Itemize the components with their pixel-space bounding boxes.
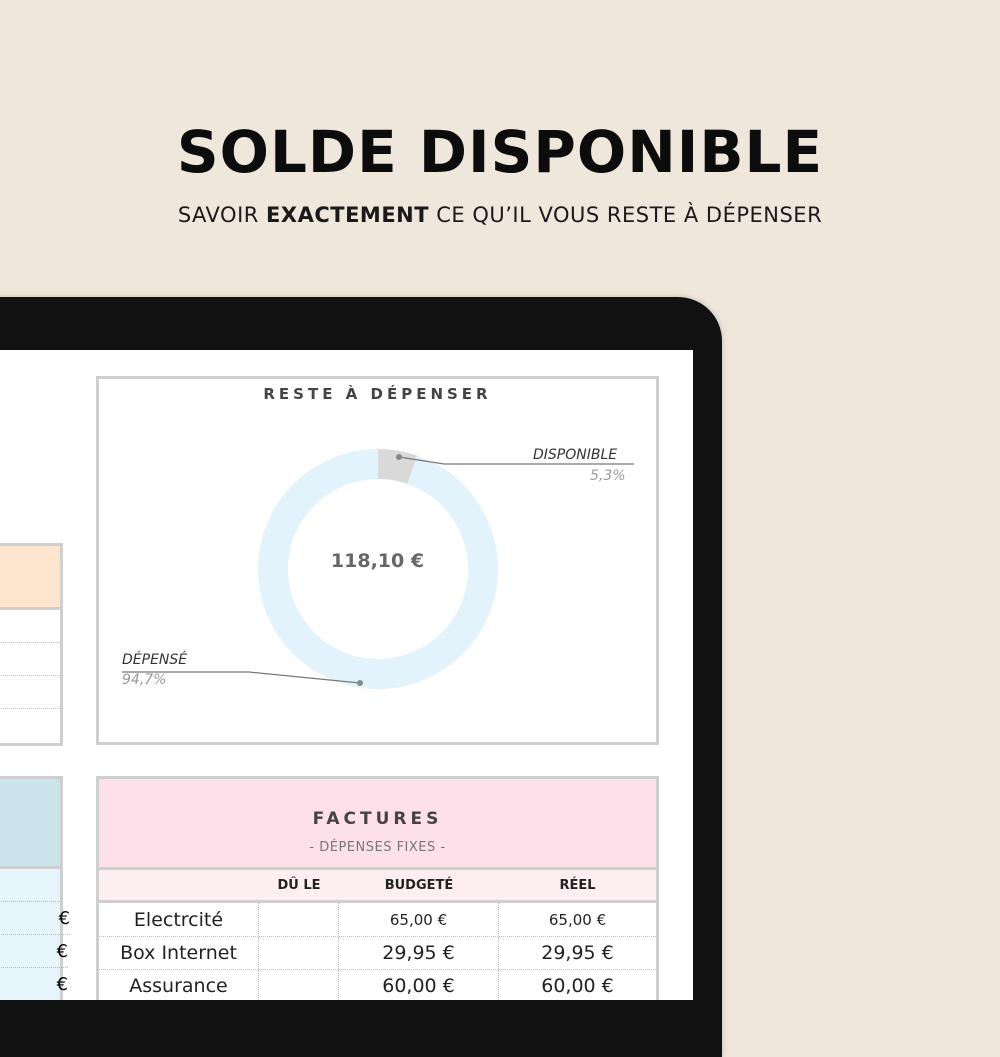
table-row: Electrcité 65,00 € 65,00 € [99, 903, 656, 936]
cell-due[interactable] [259, 970, 339, 1000]
card-header [0, 546, 60, 610]
cell-actual[interactable]: 65,00 € [548, 910, 607, 929]
legend-label-spent: DÉPENSÉ [122, 652, 188, 668]
bills-title: FACTURES [312, 809, 443, 829]
cell-budget[interactable]: 29,95 € [339, 937, 499, 969]
col-header-budget: BUDGETÉ [384, 877, 454, 893]
donut-chart [122, 449, 634, 689]
col-header-due: DÛ LE [277, 877, 321, 893]
col-header [99, 870, 259, 900]
table-row: Assurance 60,00 € 60,00 € [99, 969, 656, 1000]
cell-budget[interactable]: 60,00 € [339, 970, 499, 1000]
subtitle-text: CE QU’IL VOUS RESTE À DÉPENSER [429, 203, 823, 227]
subtitle-bold: EXACTEMENT [266, 203, 430, 227]
cell-name: Box Internet [99, 937, 259, 969]
remaining-amount: 118,10 € [330, 550, 425, 572]
card-header: FACTURES - DÉPENSES FIXES - [99, 779, 656, 870]
leader-dot-0 [396, 454, 402, 460]
value-cell: € [0, 902, 70, 935]
cell-actual[interactable]: 29,95 € [541, 942, 614, 964]
card-title: RESTE À DÉPENSER [263, 385, 492, 403]
page-subtitle: SAVOIR EXACTEMENT CE QU’IL VOUS RESTE À … [0, 203, 1000, 227]
leader-line-1 [122, 671, 361, 684]
value-cell: € [0, 935, 68, 968]
bills-card: FACTURES - DÉPENSES FIXES - DÛ LE BUDGET… [96, 776, 659, 1000]
cell-actual[interactable]: 60,00 € [541, 975, 614, 997]
col-header-actual: RÉEL [559, 877, 596, 893]
left-card-blue: € € € [0, 776, 70, 1000]
cell-due[interactable] [259, 937, 339, 969]
cell-budget[interactable]: 65,00 € [339, 903, 499, 936]
value-cell: € [56, 974, 68, 995]
page-title: SOLDE DISPONIBLE [176, 118, 824, 186]
table-row: Box Internet 29,95 € 29,95 € [99, 936, 656, 969]
cell-name: Electrcité [99, 903, 259, 936]
leader-line-0 [398, 456, 634, 465]
legend-label-available: DISPONIBLE [533, 447, 618, 463]
legend-pct-spent: 94,7% [122, 672, 167, 688]
remaining-card: RESTE À DÉPENSER 118,10 € DISPONIBLE 5,3… [96, 376, 659, 745]
tablet-screen: € € € RESTE À DÉPENSER 118,10 € DISPONIB… [0, 350, 693, 1000]
legend-pct-available: 5,3% [590, 468, 626, 484]
column-headers: DÛ LE BUDGETÉ RÉEL [99, 870, 656, 903]
left-card-orange [0, 543, 63, 746]
subtitle-text: SAVOIR [177, 203, 267, 227]
cell-name: Assurance [99, 970, 259, 1000]
bills-rows: Electrcité 65,00 € 65,00 € Box Internet 29,9… [99, 903, 656, 1000]
cell-due[interactable] [259, 903, 339, 936]
card-header [0, 779, 60, 869]
leader-dot-1 [357, 680, 363, 686]
bills-subtitle: - DÉPENSES FIXES - [309, 840, 446, 855]
